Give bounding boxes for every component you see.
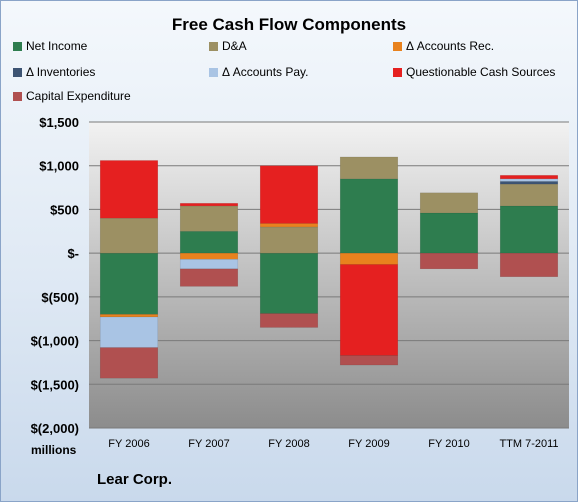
legend-swatch (209, 41, 218, 51)
x-tick-label: FY 2007 (188, 438, 229, 450)
bar-segment (99, 217, 159, 254)
company-name: Lear Corp. (97, 471, 173, 488)
bar-segment (419, 252, 479, 270)
bar-segment (339, 252, 399, 265)
legend-label: Net Income (26, 39, 88, 53)
bar-segment (419, 192, 479, 214)
bar-segment (419, 212, 479, 254)
bar-segment (179, 252, 239, 260)
legend-swatch (393, 67, 402, 77)
legend-label: Δ Inventories (26, 65, 96, 79)
bar-segment (99, 252, 159, 315)
bar-segment (259, 313, 319, 328)
bar-segment (499, 252, 559, 277)
bar-segment (339, 264, 399, 356)
bar-segment (259, 223, 319, 228)
legend-swatch (13, 67, 22, 77)
legend-swatch (209, 67, 218, 77)
chart-title: Free Cash Flow Components (171, 15, 407, 34)
y-tick-label: $500 (50, 202, 79, 217)
bar-segment (259, 252, 319, 314)
bar-segment (179, 231, 239, 254)
y-tick-label: $(500) (41, 290, 79, 305)
y-tick-label: $1,500 (39, 115, 79, 130)
bar-segment (499, 178, 559, 182)
bar-segment (179, 259, 239, 270)
bar-segment (259, 226, 319, 254)
legend-item-accounts-pay: Δ Accounts Pay. (209, 65, 309, 79)
x-tick-label: FY 2006 (108, 438, 149, 450)
legend-swatch (13, 41, 22, 51)
y-tick-label: $(1,000) (31, 334, 79, 349)
legend-item-net-income: Net Income (13, 39, 87, 53)
x-tick-label: FY 2010 (428, 438, 469, 450)
bar-segment (179, 203, 239, 207)
x-tick-label: FY 2008 (268, 438, 309, 450)
bar-segment (99, 316, 159, 348)
x-tick-label: FY 2009 (348, 438, 389, 450)
bar-segment (99, 160, 159, 219)
y-tick-label: $(2,000) (31, 421, 79, 436)
bar-segment (179, 205, 239, 232)
y-tick-label: $1,000 (39, 159, 79, 174)
bar-segment (499, 175, 559, 180)
legend-item-questionable-cash-sources: Questionable Cash Sources (393, 65, 555, 79)
legend-swatch (13, 91, 22, 101)
x-tick-label: TTM 7-2011 (499, 438, 558, 450)
bar-segment (339, 156, 399, 180)
legend-item-capital-expenditure: Capital Expenditure (13, 89, 131, 103)
legend-item-accounts-rec: Δ Accounts Rec. (393, 39, 494, 53)
legend-label: Δ Accounts Rec. (406, 39, 495, 53)
legend-label: Questionable Cash Sources (406, 65, 556, 79)
bar-segment (179, 268, 239, 287)
bar-segment (499, 205, 559, 254)
legend-label: D&A (222, 39, 247, 53)
legend-label: Δ Accounts Pay. (222, 65, 309, 79)
bar-segment (99, 314, 159, 318)
y-tick-label: $(1,500) (31, 377, 79, 392)
bar-segment (339, 355, 399, 366)
y-tick-label: $- (67, 246, 79, 261)
bar-segment (499, 181, 559, 185)
bar-segment (339, 178, 399, 254)
legend-item-da: D&A (209, 39, 247, 53)
bar-segment (499, 183, 559, 207)
legend-label: Capital Expenditure (26, 89, 131, 103)
legend-item-inventories: Δ Inventories (13, 65, 95, 79)
bar-segment (99, 347, 159, 379)
units-label: millions (31, 443, 77, 457)
legend-swatch (393, 41, 402, 51)
bar-segment (259, 165, 319, 224)
plot-background (89, 122, 569, 428)
